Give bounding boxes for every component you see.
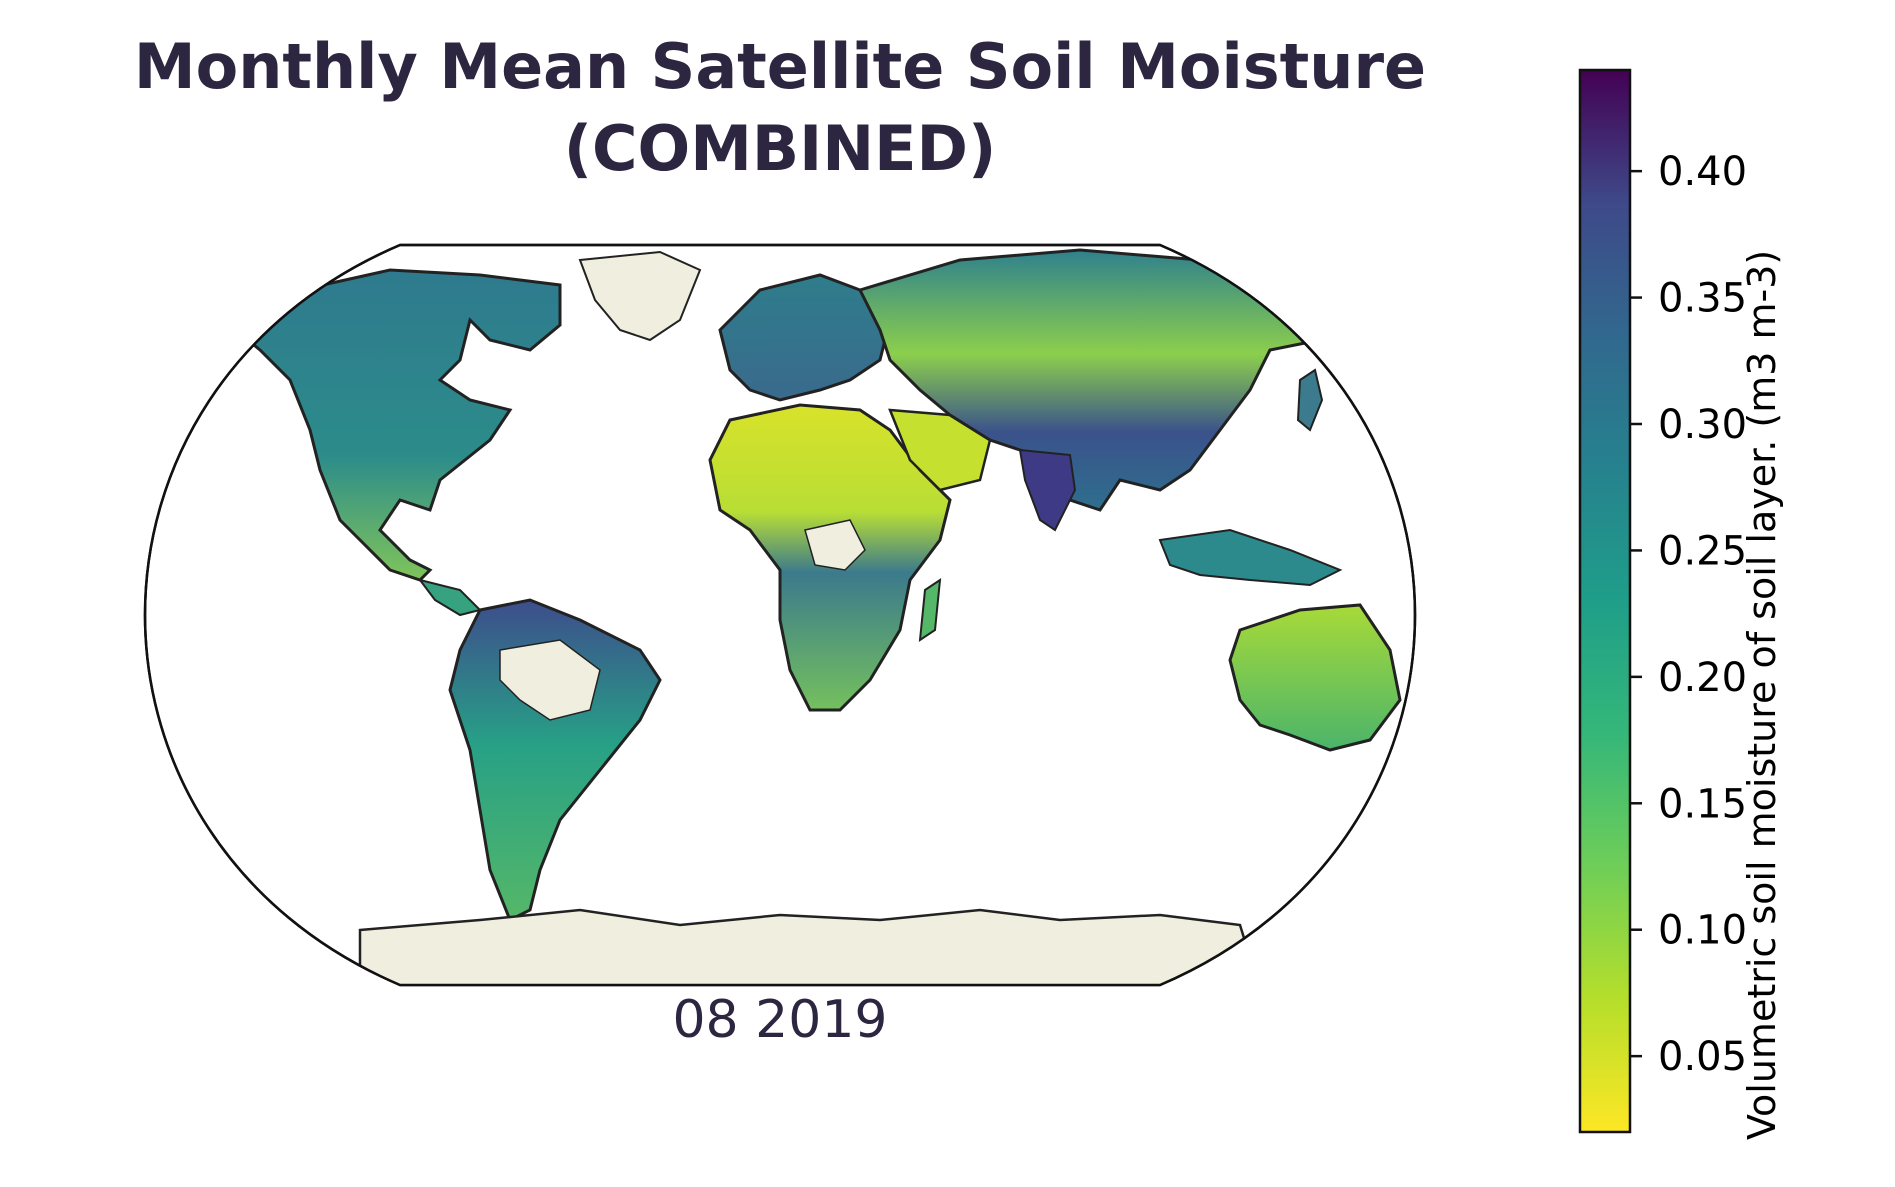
- colorbar: 0.40 0.35 0.30 0.25 0.20 0.15 0.10 0.05: [1578, 68, 1747, 1134]
- colorbar-tick-label: 0.35: [1658, 276, 1747, 322]
- world-map: [143, 243, 1460, 987]
- title-line-1: Monthly Mean Satellite Soil Moisture: [133, 30, 1427, 103]
- colorbar-gradient: [1578, 68, 1632, 1134]
- colorbar-tick-label: 0.10: [1658, 908, 1747, 954]
- amazon-no-data: [499, 639, 601, 721]
- date-label: 08 2019: [672, 990, 888, 1050]
- congo-no-data: [804, 519, 866, 571]
- colorbar-label: Volumetric soil moisture of soil layer. …: [1740, 249, 1784, 1140]
- colorbar-tick-label: 0.30: [1658, 402, 1747, 448]
- europe: [718, 273, 892, 402]
- greenland: [578, 250, 702, 342]
- colorbar-tick-label: 0.05: [1658, 1034, 1747, 1080]
- antarctica: [358, 908, 1262, 985]
- chart-title: Monthly Mean Satellite Soil Moisture (CO…: [60, 26, 1500, 190]
- colorbar-tick-label: 0.15: [1658, 781, 1747, 827]
- colorbar-tick-label: 0.20: [1658, 655, 1747, 701]
- colorbar-tick-label: 0.40: [1658, 149, 1747, 195]
- colorbar-tick-label: 0.25: [1658, 528, 1747, 574]
- new-zealand: [1440, 730, 1460, 775]
- colorbar-ticks: 0.40 0.35 0.30 0.25 0.20 0.15 0.10 0.05: [1630, 149, 1747, 1080]
- japan: [1296, 368, 1324, 432]
- southeast-asia-islands: [1158, 528, 1343, 587]
- title-line-2: (COMBINED): [563, 112, 997, 185]
- north-america: [227, 268, 562, 582]
- madagascar: [918, 577, 942, 643]
- australia: [1228, 603, 1402, 752]
- central-america: [417, 578, 482, 617]
- globe-border: [143, 243, 1417, 987]
- india: [1018, 448, 1077, 532]
